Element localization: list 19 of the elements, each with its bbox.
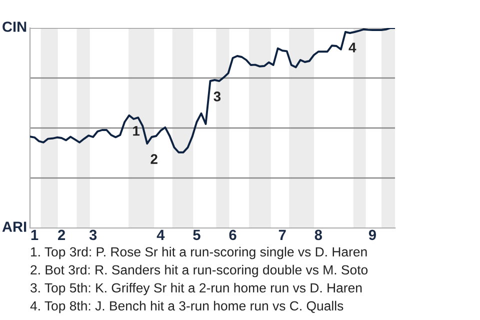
text: 3. Top 5th: K. Griffey Sr hit a 2-run home run vs D. Haren <box>30 282 362 296</box>
annotation: 4 <box>348 42 356 52</box>
x-tick-label: 1 <box>31 230 38 240</box>
x-tick-label: 5 <box>193 230 200 240</box>
x-tick-label: 7 <box>278 230 286 240</box>
annotation: 2 <box>150 154 158 164</box>
annotation: 3 <box>214 92 221 102</box>
annotation: 1 <box>133 126 140 136</box>
x-tick-label: 9 <box>368 230 376 240</box>
text: 1. Top 3rd: P. Rose Sr hit a run-scoring single vs D. Haren <box>31 246 367 260</box>
x-tick-label: 2 <box>58 230 66 240</box>
text: ARI <box>2 222 26 232</box>
text: 4. Top 8th: J. Bench hit a 3-run home run vs C. Qualls <box>30 300 344 314</box>
text: CIN <box>2 22 26 32</box>
x-tick-label: 4 <box>156 230 165 240</box>
text: 2. Bot 3rd: R. Sanders hit a run-scoring double vs M. Soto <box>30 264 368 278</box>
x-tick-label: 6 <box>229 230 236 240</box>
x-tick-label: 8 <box>314 230 322 240</box>
x-tick-label: 3 <box>89 230 97 240</box>
